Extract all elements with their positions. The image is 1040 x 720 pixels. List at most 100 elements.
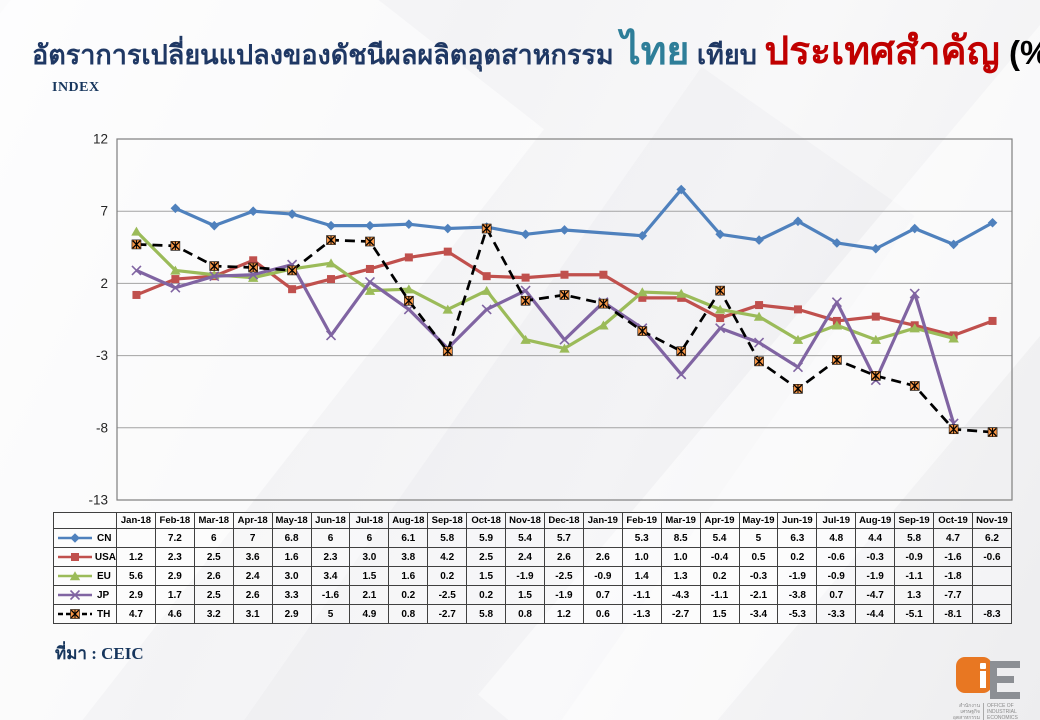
data-point-marker (792, 362, 804, 373)
table-cell: 5.3 (621, 528, 662, 548)
data-point-marker (520, 334, 531, 344)
table-cell: 1.5 (699, 604, 740, 624)
legend-cell-JP: JP (53, 585, 117, 605)
data-point-marker (560, 270, 569, 279)
table-cell: -0.6 (971, 547, 1013, 567)
table-cell: 3.6 (232, 547, 273, 567)
series-label: TH (97, 608, 111, 620)
series-CN (170, 184, 998, 254)
table-cell: 6.3 (777, 528, 818, 548)
series-line-EU (135, 230, 955, 350)
table-cell: 5.6 (116, 566, 156, 586)
table-cell: 2.4 (505, 547, 545, 567)
data-point-marker (132, 290, 141, 299)
table-cell: 1.4 (621, 566, 662, 586)
logo-caption-english: OFFICE OF INDUSTRIAL ECONOMICS (987, 703, 1018, 720)
data-point-marker (327, 275, 336, 284)
table-cell: 1.5 (349, 566, 390, 586)
data-point-marker (365, 264, 374, 273)
table-cell: 3.1 (232, 604, 273, 624)
legend-line-sample-USA (58, 553, 92, 561)
data-point-marker (559, 334, 570, 345)
data-point-marker (677, 293, 686, 302)
table-cell: -3.3 (816, 604, 857, 624)
legend-cell-EU: EU (53, 566, 117, 586)
table-cell: 0.7 (582, 585, 623, 605)
table-cell: -1.8 (933, 566, 973, 586)
data-point-marker (287, 265, 297, 276)
source-label: ที่มา : CEIC (55, 644, 144, 663)
data-point-marker (288, 285, 297, 294)
table-cell: 5.7 (543, 528, 584, 548)
table-cell: 2.5 (193, 547, 234, 567)
table-cell: 4.8 (816, 528, 857, 548)
data-point-marker (131, 239, 142, 250)
data-point-marker (326, 235, 336, 245)
data-point-marker (948, 424, 959, 435)
table-cell: 5.4 (699, 528, 740, 548)
table-cell: -1.1 (894, 566, 935, 586)
data-point-marker (248, 262, 258, 273)
column-header: Oct-18 (466, 512, 507, 529)
table-cell: 2.4 (232, 566, 273, 586)
table-cell: 1.0 (660, 547, 701, 567)
data-point-marker (831, 297, 842, 308)
table-cell: -1.9 (505, 566, 545, 586)
table-row-USA: USA 1.2 2.3 2.5 3.6 1.6 2.3 3.0 3.8 4.2 2.5 2.4 2.6 2… (53, 547, 1013, 567)
table-cell: 1.5 (505, 585, 545, 605)
table-cell: -1.9 (543, 585, 584, 605)
table-cell: 1.6 (388, 566, 429, 586)
data-point-marker (793, 216, 803, 227)
data-point-marker (481, 285, 492, 295)
table-cell: 0.2 (466, 585, 507, 605)
data-point-marker (753, 311, 765, 321)
data-point-marker (909, 223, 920, 234)
column-header: Apr-18 (232, 512, 273, 529)
table-cell: -2.7 (427, 604, 468, 624)
y-tick-label: 7 (100, 204, 108, 219)
data-point-marker (715, 229, 725, 240)
table-cell: -3.4 (738, 604, 779, 624)
data-point-marker (715, 285, 725, 296)
data-point-marker (481, 304, 492, 315)
data-point-marker (521, 273, 530, 282)
table-cell: 3.0 (271, 566, 312, 586)
table-cell: -4.3 (660, 585, 701, 605)
table-cell: 1.5 (466, 566, 507, 586)
logo-letter-e (990, 661, 1022, 699)
legend-line-sample-EU (58, 571, 92, 581)
table-cell: -1.6 (933, 547, 973, 567)
table-cell: 5 (738, 528, 779, 548)
table-cell: 2.6 (582, 547, 623, 567)
series-label: JP (97, 589, 110, 601)
table-cell: 1.3 (660, 566, 701, 586)
table-row-EU: EU 5.6 2.9 2.6 2.4 3.0 3.4 1.5 1.6 0.2 1.5 -1.9 -2.5… (53, 566, 1013, 586)
table-cell: 2.3 (154, 547, 195, 567)
data-point-marker (442, 223, 453, 234)
table-cell: -2.5 (427, 585, 468, 605)
title-segment-major-countries: ประเทศสำคัญ (764, 30, 1000, 73)
table-row-CN: CN 7.2 6 7 6.8 6 6 6.1 5.8 5.9 5.4 5.7 5.3 8.5 5.4 5 6.3… (53, 528, 1013, 548)
table-cell: 3.4 (310, 566, 351, 586)
table-cell: 5.9 (466, 528, 507, 548)
column-header: Mar-18 (193, 512, 234, 529)
table-cell: -0.3 (855, 547, 896, 567)
data-point-marker (871, 312, 880, 321)
title-segment-versus: เทียบ (689, 40, 765, 70)
legend-line-sample-JP (58, 589, 92, 601)
table-cell: 2.5 (466, 547, 507, 567)
logo-caption-thai: สำนักงาน เศรษฐกิจอุตสาหกรรม (946, 703, 984, 720)
data-point-marker (714, 304, 726, 314)
data-point-marker (170, 241, 181, 251)
column-header: Feb-18 (154, 512, 195, 529)
table-cell: 0.2 (388, 585, 429, 605)
series-label: USA (94, 551, 116, 563)
page-title: อัตราการเปลี่ยนแปลงของดัชนีผลผลิตอุตสาหก… (32, 24, 1040, 88)
data-point-marker (403, 284, 415, 294)
column-header: Dec-18 (543, 512, 584, 529)
data-point-marker (69, 589, 81, 601)
title-segment-yoy: (%YoY) (1008, 34, 1040, 71)
data-point-marker (871, 371, 881, 381)
table-cell: -0.4 (699, 547, 740, 567)
data-point-marker (170, 265, 181, 275)
